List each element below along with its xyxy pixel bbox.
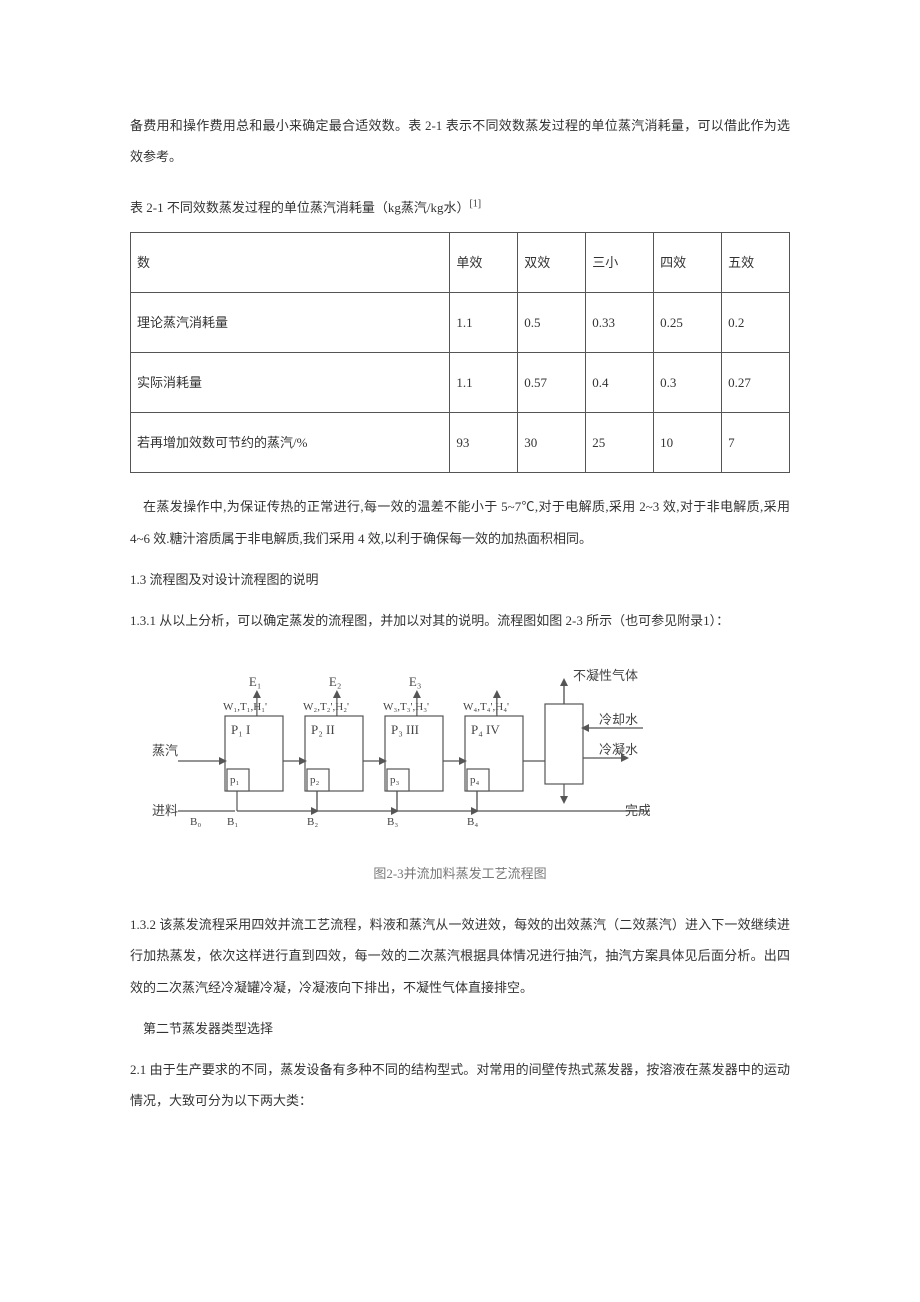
flow-diagram-svg: E₁ W₁,T₁,H₁' P₁ I p₁ E₂ W₂,T₂',H₂' P₂ II p₂ E₃ W₃… [130, 646, 650, 856]
svg-text:B₁: B₁ [227, 816, 238, 828]
svg-text:W₄,T₄',H₄': W₄,T₄',H₄' [463, 701, 509, 713]
table-row: 理论蒸汽消耗量 1.1 0.5 0.33 0.25 0.2 [131, 292, 790, 352]
col-header: 单效 [450, 232, 518, 292]
para-top: 备费用和操作费用总和最小来确定最合适效数。表 2-1 表示不同效数蒸发过程的单位… [130, 110, 790, 172]
cell: 93 [450, 413, 518, 473]
cell: 0.2 [722, 292, 790, 352]
svg-text:P₂ II: P₂ II [311, 722, 335, 737]
cell: 0.5 [518, 292, 586, 352]
cell: 25 [586, 413, 654, 473]
svg-text:蒸汽: 蒸汽 [152, 743, 178, 758]
section-2-title: 第二节蒸发器类型选择 [130, 1013, 790, 1044]
row-label: 实际消耗量 [131, 352, 450, 412]
svg-text:冷凝水: 冷凝水 [599, 742, 638, 757]
cell: 0.3 [654, 352, 722, 412]
cell: 0.25 [654, 292, 722, 352]
svg-text:B₃: B₃ [387, 816, 398, 828]
cell: 0.27 [722, 352, 790, 412]
svg-text:p₄: p₄ [470, 774, 480, 786]
svg-text:B₄: B₄ [467, 816, 478, 828]
cell: 10 [654, 413, 722, 473]
cell: 7 [722, 413, 790, 473]
cell: 0.57 [518, 352, 586, 412]
row-label: 若再增加效数可节约的蒸汽/% [131, 413, 450, 473]
svg-text:进料: 进料 [152, 803, 178, 818]
svg-text:E₃: E₃ [409, 674, 421, 689]
col-header: 数 [131, 232, 450, 292]
svg-text:P₃ III: P₃ III [391, 722, 419, 737]
svg-text:不凝性气体: 不凝性气体 [573, 668, 638, 683]
svg-text:p₁: p₁ [230, 774, 240, 786]
figure-caption: 图2-3并流加料蒸发工艺流程图 [130, 858, 790, 889]
svg-text:W₂,T₂',H₂': W₂,T₂',H₂' [303, 701, 349, 713]
section-2-1: 2.1 由于生产要求的不同，蒸发设备有多种不同的结构型式。对常用的间壁传热式蒸发… [130, 1054, 790, 1116]
para-after-table: 在蒸发操作中,为保证传热的正常进行,每一效的温差不能小于 5~7℃,对于电解质,… [130, 491, 790, 553]
table-caption-text: 表 2-1 不同效数蒸发过程的单位蒸汽消耗量（kg蒸汽/kg水） [130, 200, 469, 215]
section-1-3: 1.3 流程图及对设计流程图的说明 [130, 564, 790, 595]
svg-text:p₃: p₃ [390, 774, 400, 786]
svg-text:W₃,T₃',H₃': W₃,T₃',H₃' [383, 701, 429, 713]
col-header: 三小 [586, 232, 654, 292]
table-row: 实际消耗量 1.1 0.57 0.4 0.3 0.27 [131, 352, 790, 412]
svg-text:p₂: p₂ [310, 774, 320, 786]
svg-text:E₁: E₁ [249, 674, 261, 689]
cell: 1.1 [450, 352, 518, 412]
steam-consumption-table: 数 单效 双效 三小 四效 五效 理论蒸汽消耗量 1.1 0.5 0.33 0.… [130, 232, 790, 474]
svg-text:B₂: B₂ [307, 816, 318, 828]
figure-2-3: E₁ W₁,T₁,H₁' P₁ I p₁ E₂ W₂,T₂',H₂' P₂ II p₂ E₃ W₃… [130, 646, 790, 856]
col-header: 双效 [518, 232, 586, 292]
cell: 1.1 [450, 292, 518, 352]
col-header: 四效 [654, 232, 722, 292]
col-header: 五效 [722, 232, 790, 292]
table-header-row: 数 单效 双效 三小 四效 五效 [131, 232, 790, 292]
row-label: 理论蒸汽消耗量 [131, 292, 450, 352]
cell: 0.4 [586, 352, 654, 412]
svg-text:B₀: B₀ [190, 816, 201, 828]
section-1-3-1: 1.3.1 从以上分析，可以确定蒸发的流程图，并加以对其的说明。流程图如图 2-… [130, 605, 790, 636]
section-1-3-2: 1.3.2 该蒸发流程采用四效并流工艺流程，料液和蒸汽从一效进效，每效的出效蒸汽… [130, 909, 790, 1003]
svg-text:P₄ IV: P₄ IV [471, 722, 500, 737]
table-row: 若再增加效数可节约的蒸汽/% 93 30 25 10 7 [131, 413, 790, 473]
cell: 30 [518, 413, 586, 473]
svg-text:冷却水: 冷却水 [599, 712, 638, 727]
table-caption-sup: [1] [469, 199, 481, 210]
svg-text:E₂: E₂ [329, 674, 341, 689]
svg-text:W₁,T₁,H₁': W₁,T₁,H₁' [223, 701, 267, 713]
table-caption: 表 2-1 不同效数蒸发过程的单位蒸汽消耗量（kg蒸汽/kg水）[1] [130, 192, 790, 223]
svg-text:完成液: 完成液 [625, 803, 650, 818]
svg-text:P₁ I: P₁ I [231, 722, 250, 737]
cell: 0.33 [586, 292, 654, 352]
